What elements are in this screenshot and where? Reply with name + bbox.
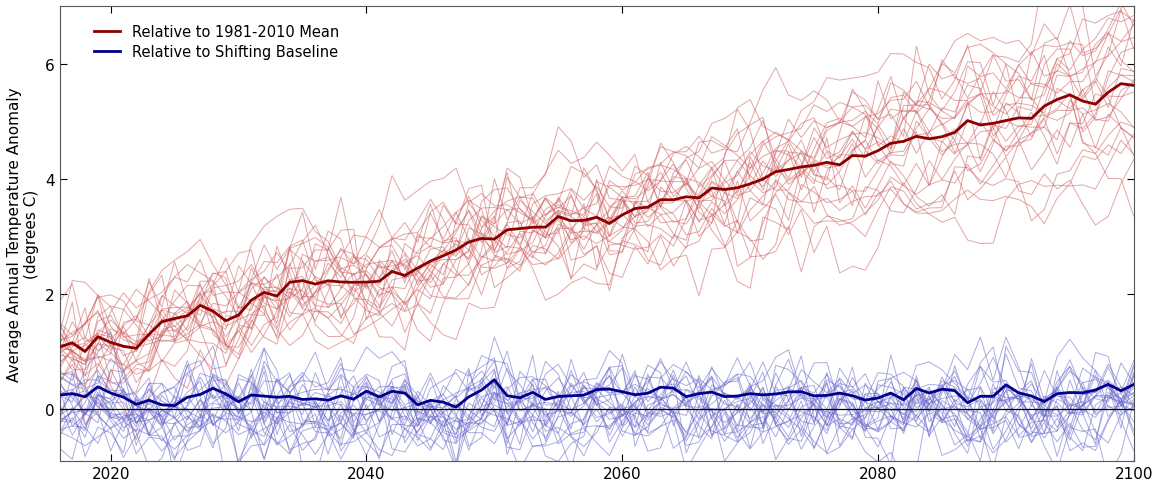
Y-axis label: Average Annual Temperature Anomaly
(degrees C): Average Annual Temperature Anomaly (degr… <box>7 87 39 381</box>
Legend: Relative to 1981-2010 Mean, Relative to Shifting Baseline: Relative to 1981-2010 Mean, Relative to … <box>88 19 346 66</box>
